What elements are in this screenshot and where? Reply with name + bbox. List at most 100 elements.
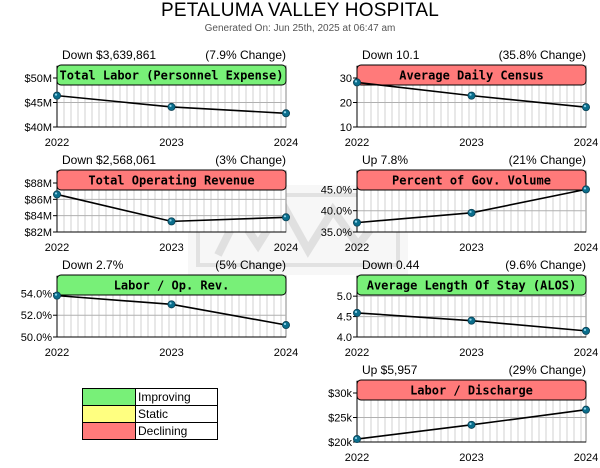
legend-item-declining: Declining (82, 422, 218, 440)
x-tick-label: 2024 (574, 347, 598, 359)
chart-percent-of-gov-volume: 45.0% 40.0% 35.0% Percent of Gov. Volume 202… (321, 169, 598, 254)
data-point-highlight (283, 322, 287, 326)
data-point (581, 103, 590, 112)
data-point-highlight (469, 318, 472, 321)
legend-swatch-static (82, 405, 136, 423)
x-tick-label: 2023 (159, 137, 183, 149)
data-point (167, 217, 176, 226)
x-tick-label: 2022 (45, 242, 69, 254)
chart-title: Total Labor (Personnel Expense) (60, 69, 284, 83)
data-point (467, 420, 476, 429)
change-percent: (21% Change) (508, 153, 586, 167)
x-tick-label: 2024 (574, 452, 598, 464)
change-value: Down $3,639,861 (62, 48, 157, 62)
y-tick-label: 30 (340, 73, 352, 85)
data-point (353, 435, 362, 444)
x-tick-label: 2022 (45, 137, 69, 149)
legend-label-static: Static (135, 405, 218, 423)
data-point (281, 213, 290, 222)
y-tick-label: $88M (24, 178, 52, 190)
generated-timestamp: Generated On: Jun 25th, 2025 at 06:47 am (204, 23, 396, 34)
x-tick-label: 2023 (459, 347, 483, 359)
data-point (581, 185, 590, 194)
chart-title-banner (56, 64, 287, 86)
change-value: Down $2,568,061 (62, 153, 157, 167)
data-point (167, 102, 176, 111)
legend-label-declining: Declining (135, 422, 218, 440)
chart-panel-average-daily-census: Down 10.1 (35.8% Change) 30 20 10 Average Dai… (300, 48, 600, 153)
x-tick-label: 2022 (345, 347, 369, 359)
y-tick-label: 50.0% (21, 332, 52, 344)
y-tick-label: $30k (328, 388, 352, 400)
y-tick-label: $40M (24, 122, 52, 134)
change-value: Down 2.7% (62, 258, 124, 272)
legend-swatch-declining (82, 422, 136, 440)
y-tick-label: $82M (24, 227, 52, 239)
y-tick-label: 10 (340, 122, 352, 134)
data-point-highlight (169, 302, 172, 305)
data-point-highlight (583, 187, 587, 190)
data-point (281, 321, 290, 330)
y-tick-label: $84M (24, 211, 52, 223)
data-point-highlight (354, 220, 358, 223)
y-tick-label: 5.0 (337, 291, 352, 303)
chart-total-labor-personnel-expense: $50M $45M $40M Total Labor (Personnel Expen… (24, 64, 298, 149)
chart-title-banner (356, 274, 587, 296)
chart-title-banner (56, 274, 287, 296)
y-tick-label: $25k (328, 413, 352, 425)
x-tick-label: 2024 (274, 347, 298, 359)
x-tick-label: 2023 (459, 242, 483, 254)
y-tick-label: 52.0% (21, 310, 52, 322)
chart-title: Total Operating Revenue (88, 174, 254, 188)
chart-panel-average-length-of-stay-alos: Down 0.44 (9.6% Change) 5.0 4.5 4.0 Average L… (300, 258, 600, 363)
x-tick-label: 2022 (345, 452, 369, 464)
y-tick-label: $86M (24, 194, 52, 206)
change-percent: (35.8% Change) (498, 48, 586, 62)
x-tick-label: 2024 (274, 242, 298, 254)
x-tick-label: 2024 (274, 137, 298, 149)
change-percent: (29% Change) (508, 363, 586, 377)
legend-item-static: Static (82, 405, 218, 423)
x-tick-label: 2024 (574, 137, 598, 149)
legend-swatch-improving (82, 388, 136, 406)
chart-title: Labor / Op. Rev. (114, 279, 230, 293)
data-point-highlight (583, 105, 587, 108)
data-point-highlight (469, 422, 472, 425)
x-tick-label: 2023 (459, 452, 483, 464)
data-point-highlight (283, 111, 287, 114)
x-tick-label: 2024 (574, 242, 598, 254)
data-point (467, 208, 476, 217)
change-value: Up 7.8% (362, 153, 409, 167)
data-point (353, 218, 362, 227)
data-point-highlight (354, 310, 358, 314)
chart-title-banner (356, 169, 587, 191)
legend: Improving Static Declining (82, 388, 218, 440)
data-point-highlight (354, 436, 358, 440)
change-percent: (3% Change) (215, 153, 286, 167)
chart-title: Average Length Of Stay (ALOS) (367, 279, 577, 293)
y-tick-label: 45.0% (321, 184, 352, 196)
data-point (581, 326, 590, 335)
data-point (353, 308, 362, 317)
legend-label-improving: Improving (135, 388, 218, 406)
data-point-highlight (354, 80, 358, 83)
change-percent: (7.9% Change) (205, 48, 286, 62)
change-percent: (9.6% Change) (505, 258, 586, 272)
x-tick-label: 2022 (345, 137, 369, 149)
change-value: Down 0.44 (362, 258, 420, 272)
y-tick-label: 40.0% (321, 206, 352, 218)
legend-item-improving: Improving (82, 388, 218, 406)
y-tick-label: 4.0 (337, 332, 352, 344)
chart-average-daily-census: 30 20 10 Average Daily Census 2022 2023 2024 (340, 64, 598, 149)
y-tick-label: $20k (328, 437, 352, 449)
chart-labor-op-rev: 54.0% 52.0% 50.0% Labor / Op. Rev. 2022 2023 2… (21, 274, 298, 359)
x-tick-label: 2022 (45, 347, 69, 359)
x-tick-label: 2023 (159, 242, 183, 254)
data-point (53, 190, 62, 199)
chart-panel-total-operating-revenue: Down $2,568,061 (3% Change) $88M $86M $84M $8… (0, 153, 300, 258)
chart-labor-discharge: $30k $25k $20k Labor / Discharge 2022 2023 202… (328, 379, 598, 464)
data-point-highlight (583, 407, 587, 410)
y-tick-label: 54.0% (21, 288, 52, 300)
data-point-highlight (54, 93, 58, 96)
chart-title: Percent of Gov. Volume (392, 174, 551, 188)
